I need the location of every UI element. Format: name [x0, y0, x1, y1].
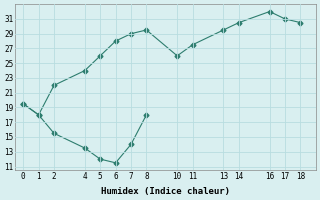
X-axis label: Humidex (Indice chaleur): Humidex (Indice chaleur) [101, 187, 230, 196]
